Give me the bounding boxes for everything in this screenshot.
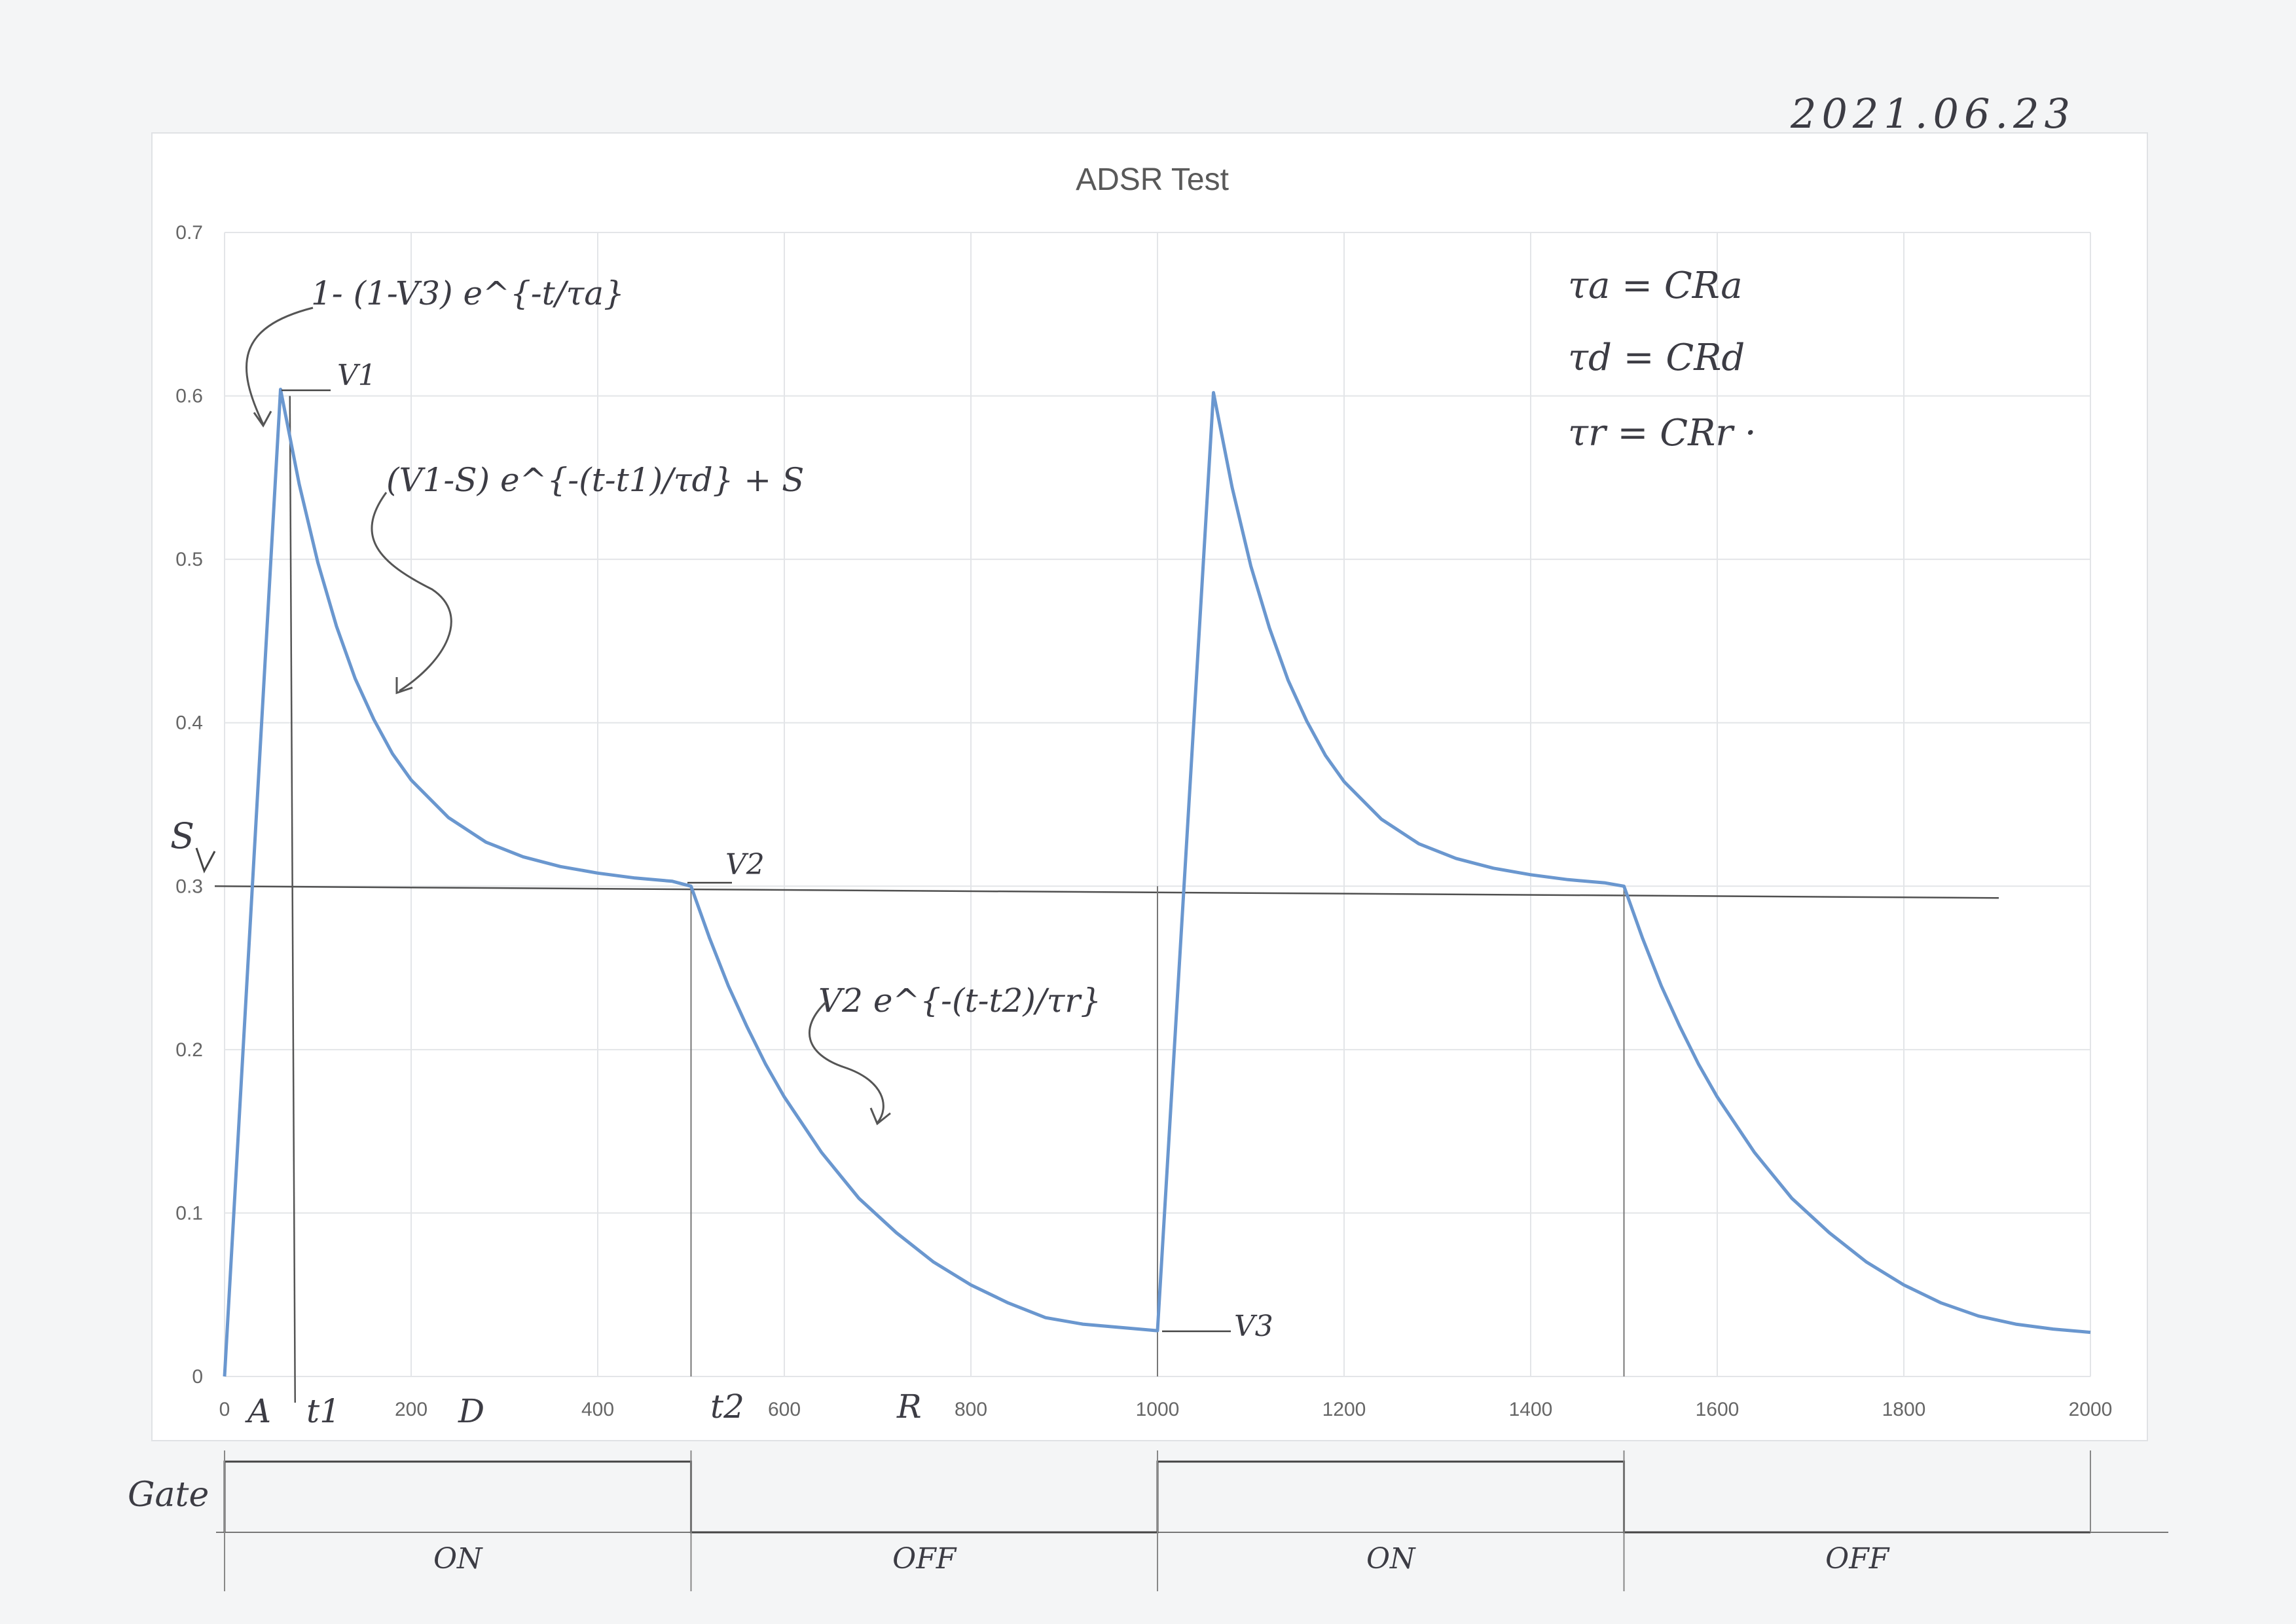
y-tick-label: 0.4 — [175, 712, 203, 734]
x-tick-label: 2000 — [2069, 1399, 2113, 1420]
sustain-arrow-icon — [195, 847, 216, 874]
gate-state-label: OFF — [1825, 1542, 1890, 1576]
time-markers — [289, 396, 1625, 1403]
gate-state-label: ON — [1366, 1542, 1416, 1576]
x-tick-label: 1800 — [1882, 1399, 1926, 1420]
y-tick-labels: 0 0.1 0.2 0.3 0.4 0.5 0.6 0.7 — [175, 222, 203, 1388]
x-tick-label: 1000 — [1136, 1399, 1180, 1420]
release-phase-label: R — [896, 1388, 922, 1426]
t1-marker-line — [289, 396, 296, 1403]
date-note: 2021.06.23 — [1790, 90, 2075, 138]
gate-state-labels: ON OFF ON OFF — [433, 1542, 1890, 1576]
tau-d-definition: τd = CRd — [1568, 337, 1745, 379]
v2-label: V2 — [725, 848, 765, 881]
decay-phase-label: D — [458, 1392, 484, 1430]
release-arrow-head — [869, 1107, 891, 1126]
x-tick-label: 0 — [219, 1399, 230, 1420]
t2-label: t2 — [710, 1388, 744, 1426]
tau-a-definition: τa = CRa — [1568, 265, 1743, 307]
y-tick-label: 0.6 — [175, 386, 203, 407]
attack-formula: 1- (1-V3) e^{-t/τa} — [311, 274, 625, 312]
release-formula: V2 e^{-(t-t2)/τr} — [818, 982, 1101, 1020]
y-tick-label: 0.1 — [175, 1202, 203, 1224]
gate-state-label: ON — [433, 1542, 483, 1576]
y-tick-label: 0.5 — [175, 549, 203, 570]
gate-signal: Gate ON OFF ON OFF — [128, 1450, 2168, 1591]
x-tick-label: 400 — [581, 1399, 614, 1420]
gate-state-label: OFF — [892, 1542, 957, 1576]
x-tick-label: 1400 — [1509, 1399, 1553, 1420]
sustain-level-line — [214, 885, 1999, 899]
attack-phase-label: A — [245, 1392, 271, 1430]
v3-label: V3 — [1234, 1310, 1273, 1343]
y-tick-label: 0.3 — [175, 876, 203, 897]
tau-r-definition: τr = CRr · — [1568, 412, 1757, 454]
release-arrow — [809, 1001, 884, 1124]
attack-arrow-head — [253, 411, 272, 428]
v1-label: V1 — [337, 359, 376, 392]
decay-arrow-head — [395, 677, 413, 695]
chart-frame — [151, 132, 2148, 1441]
decay-formula: (V1-S) e^{-(t-t1)/τd} + S — [386, 461, 804, 499]
x-tick-labels: 0 200 400 600 800 1000 1200 1400 1600 1800 2000 — [219, 1399, 2113, 1420]
chart-title: ADSR Test — [1076, 162, 1229, 197]
x-tick-label: 600 — [768, 1399, 801, 1420]
annotations: 1- (1-V3) e^{-t/τa} V1 (V1-S) e^{-(t-t1)… — [170, 265, 1757, 1430]
x-tick-label: 800 — [955, 1399, 987, 1420]
x-tick-label: 1200 — [1322, 1399, 1366, 1420]
y-tick-label: 0.7 — [175, 222, 203, 244]
attack-arrow — [246, 306, 314, 425]
sustain-label: S — [170, 815, 194, 857]
x-tick-label: 200 — [395, 1399, 428, 1420]
series-points — [224, 389, 2091, 1377]
t1-label: t1 — [306, 1392, 340, 1430]
decay-arrow — [371, 492, 452, 692]
gate-dividers — [224, 1450, 2091, 1591]
y-tick-label: 0 — [192, 1366, 203, 1388]
gate-label: Gate — [128, 1475, 209, 1515]
y-tick-label: 0.2 — [175, 1039, 203, 1061]
x-tick-label: 1600 — [1696, 1399, 1740, 1420]
